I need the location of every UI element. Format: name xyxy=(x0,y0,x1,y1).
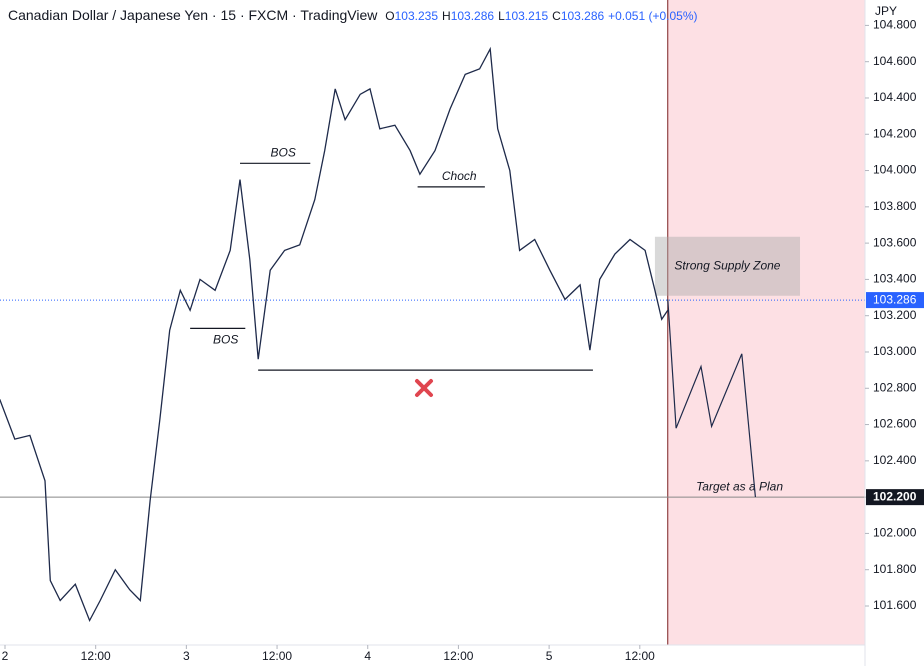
y-tick-label: 103.000 xyxy=(873,344,917,358)
ohlc-key: C xyxy=(552,9,561,23)
level-label: Choch xyxy=(442,169,477,183)
last-price-label: 103.286 xyxy=(873,292,917,306)
ohlc-value: 103.286 xyxy=(560,9,605,23)
cancel-mark xyxy=(415,379,433,397)
projection-line xyxy=(667,299,756,498)
y-tick-label: 104.200 xyxy=(873,126,917,140)
supply-zone-label: Strong Supply Zone xyxy=(674,258,780,272)
y-tick-label: 103.800 xyxy=(873,199,917,213)
supply-zone xyxy=(654,236,801,296)
level-label: BOS xyxy=(213,333,238,347)
ohlc: O103.235 H103.286 L103.215 C103.286 xyxy=(381,7,604,23)
cancel-icon xyxy=(415,379,433,397)
ohlc-key: L xyxy=(498,9,505,23)
y-tick-label: 102.000 xyxy=(873,526,917,540)
y-tick-label: 104.400 xyxy=(873,90,917,104)
ohlc-value: 103.235 xyxy=(394,9,439,23)
x-tick-label: 4 xyxy=(364,649,371,663)
target-label: Target as a Plan xyxy=(696,479,783,493)
currency: JPY xyxy=(875,4,897,18)
x-tick-label: 5 xyxy=(546,649,553,663)
y-tick-label: 102.800 xyxy=(873,380,917,394)
ohlc-key: O xyxy=(385,9,395,23)
y-tick-label: 103.400 xyxy=(873,272,917,286)
y-tick-label: 104.600 xyxy=(873,54,917,68)
target-price-label: 102.200 xyxy=(873,489,917,503)
symbol-title: Canadian Dollar / Japanese Yen · 15 · FX… xyxy=(8,7,378,23)
x-tick-label: 12:00 xyxy=(443,649,473,663)
price-line xyxy=(0,46,669,623)
ohlc-value: 103.286 xyxy=(450,9,495,23)
x-tick-label: 12:00 xyxy=(81,649,111,663)
y-tick-label: 102.400 xyxy=(873,453,917,467)
target-badge xyxy=(866,489,924,506)
x-tick-label: 3 xyxy=(183,649,190,663)
y-tick-label: 103.600 xyxy=(873,235,917,249)
future-zone xyxy=(667,0,865,645)
ohlc-value: 103.215 xyxy=(504,9,549,23)
y-tick-label: 101.600 xyxy=(873,598,917,612)
ohlc-key: H xyxy=(442,9,451,23)
y-tick-label: 103.200 xyxy=(873,308,917,322)
change: +0.051 (+0.05%) xyxy=(608,9,698,23)
level-label: BOS xyxy=(270,145,295,159)
x-tick-label: 12:00 xyxy=(262,649,292,663)
y-tick-label: 104.800 xyxy=(873,18,917,32)
x-tick-label: 12:00 xyxy=(625,649,655,663)
x-tick-label: 2 xyxy=(2,649,9,663)
header: Canadian Dollar / Japanese Yen · 15 · FX… xyxy=(8,7,698,23)
y-tick-label: 101.800 xyxy=(873,562,917,576)
last-price-badge xyxy=(866,292,924,309)
price-axis xyxy=(865,0,924,666)
y-tick-label: 104.000 xyxy=(873,163,917,177)
y-tick-label: 102.600 xyxy=(873,417,917,431)
